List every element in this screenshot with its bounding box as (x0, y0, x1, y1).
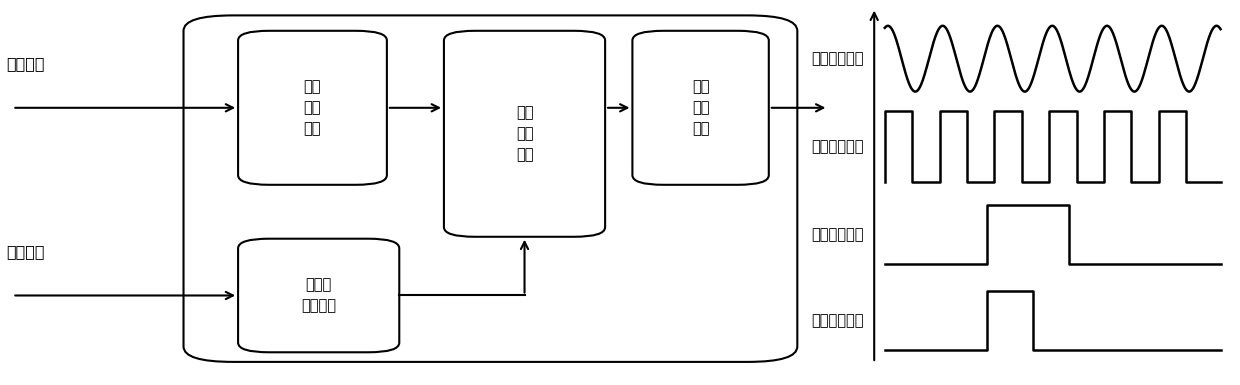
Text: 脉冲频率信号: 脉冲频率信号 (811, 139, 863, 154)
Text: 时间信号: 时间信号 (6, 244, 45, 259)
Text: 时间输出信号: 时间输出信号 (811, 313, 863, 328)
Text: 时间触发信号: 时间触发信号 (811, 227, 863, 242)
Text: 时间
信号
产生: 时间 信号 产生 (692, 79, 709, 136)
FancyBboxPatch shape (238, 239, 399, 352)
Text: 正弦频率信号: 正弦频率信号 (811, 51, 863, 66)
FancyBboxPatch shape (238, 31, 387, 185)
FancyBboxPatch shape (632, 31, 769, 185)
FancyBboxPatch shape (184, 15, 797, 362)
Text: 频率
脉冲
产生: 频率 脉冲 产生 (304, 79, 321, 136)
Text: 触发门
脉冲产生: 触发门 脉冲产生 (301, 278, 336, 313)
Text: 频率信号: 频率信号 (6, 56, 45, 71)
Text: 频率
脉冲
标定: 频率 脉冲 标定 (516, 105, 533, 162)
FancyBboxPatch shape (444, 31, 605, 237)
